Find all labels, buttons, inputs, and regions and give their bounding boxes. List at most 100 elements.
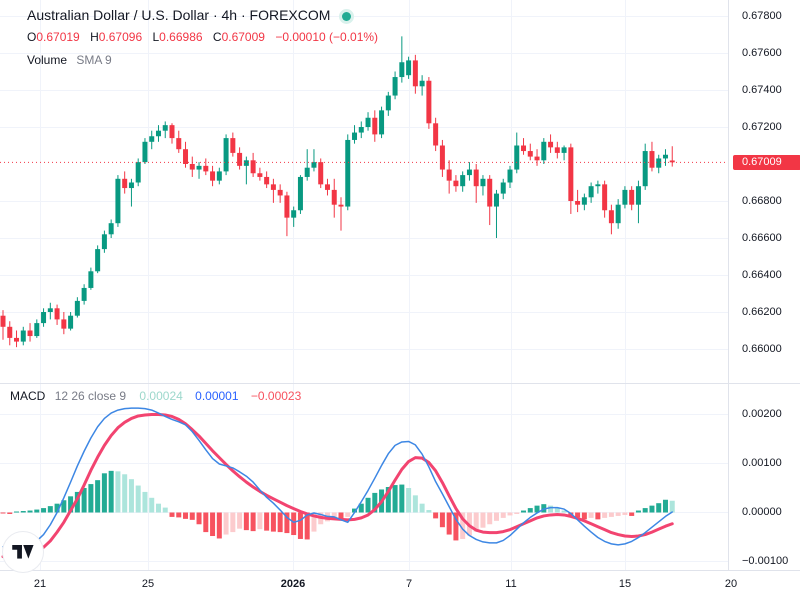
- macd-histogram-bar: [54, 503, 60, 513]
- time-axis-label: 11: [505, 578, 517, 590]
- price-axis[interactable]: 0.67009 0.67800 0.67600 0.67400 0.67200 0.66…: [728, 0, 800, 570]
- candle-body: [453, 180, 459, 187]
- macd-histogram-bar: [230, 512, 236, 533]
- macd-histogram-bar: [176, 512, 182, 518]
- macd-histogram-bar: [108, 470, 114, 513]
- candle-body: [615, 204, 621, 224]
- candle-body: [68, 315, 74, 329]
- macd-histogram-bar: [493, 512, 499, 521]
- candle-body: [541, 141, 547, 161]
- macd-histogram-bar: [473, 512, 479, 532]
- macd-histogram-bar: [500, 512, 506, 518]
- macd-histogram-bar: [122, 474, 128, 513]
- time-axis-label: 21: [33, 578, 47, 590]
- candle-body: [480, 178, 486, 187]
- candle-body: [176, 138, 182, 150]
- macd-histogram-bar: [95, 480, 101, 513]
- macd-histogram-bar: [642, 508, 648, 513]
- candle-body: [656, 158, 662, 168]
- candle-body: [61, 319, 67, 329]
- axis-label: 0.66800: [742, 195, 782, 207]
- axis-label: 0.66600: [742, 232, 782, 244]
- macd-line-value: 0.00001: [195, 389, 239, 403]
- candle-body: [500, 182, 506, 194]
- candle-body: [514, 145, 520, 170]
- macd-histogram-bar: [14, 511, 20, 513]
- candle-body: [629, 189, 635, 205]
- macd-line: [2, 407, 673, 548]
- macd-histogram-bar: [622, 512, 628, 515]
- candle-body: [243, 160, 249, 166]
- macd-histogram-bar: [169, 512, 175, 517]
- macd-histogram-bar: [372, 492, 378, 513]
- candle-body: [47, 308, 53, 312]
- macd-histogram-bar: [162, 507, 168, 513]
- candle-body: [128, 182, 134, 189]
- candle-body: [406, 60, 412, 76]
- candle-body: [358, 127, 364, 133]
- candle-body: [142, 141, 148, 163]
- macd-hist-value: 0.00024: [139, 389, 183, 403]
- candle-body: [318, 162, 324, 185]
- symbol-title[interactable]: Australian Dollar / U.S. Dollar · 4h · F…: [27, 7, 352, 23]
- time-axis-label: 7: [405, 578, 413, 590]
- macd-histogram-bar: [453, 512, 459, 541]
- candle-body: [311, 162, 317, 168]
- candle-body: [392, 77, 398, 96]
- macd-histogram-bar: [297, 512, 303, 539]
- axis-label: 0.67400: [742, 84, 782, 96]
- candle-body: [379, 110, 385, 135]
- macd-histogram-bar: [575, 512, 581, 518]
- tradingview-logo[interactable]: [2, 531, 44, 573]
- macd-histogram-bar: [412, 495, 418, 513]
- macd-histogram-bar: [527, 508, 533, 513]
- macd-histogram: [0, 470, 675, 541]
- macd-histogram-bar: [270, 512, 276, 532]
- candle-body: [324, 184, 330, 190]
- macd-histogram-bar: [135, 485, 141, 513]
- candle-body: [108, 223, 114, 235]
- time-axis[interactable]: 21 25 2026 7 11 15 20: [0, 570, 800, 600]
- candle-body: [385, 95, 391, 111]
- axis-label: 0.00000: [742, 506, 782, 518]
- macd-histogram-bar: [81, 488, 87, 513]
- candle-body: [203, 165, 209, 172]
- close-value: 0.67009: [221, 30, 265, 44]
- candle-body: [521, 145, 527, 152]
- candle-body: [230, 138, 236, 153]
- macd-histogram-bar: [426, 510, 432, 513]
- macd-histogram-bar: [311, 512, 317, 532]
- candle-body: [216, 171, 222, 181]
- macd-legend[interactable]: MACD 12 26 close 9 0.00024 0.00001 −0.00…: [10, 389, 301, 403]
- candle-body: [237, 152, 243, 166]
- macd-label: MACD: [10, 389, 46, 403]
- candle-body: [527, 151, 533, 157]
- candle-body: [284, 195, 290, 218]
- macd-histogram-bar: [534, 505, 540, 513]
- low-value: 0.66986: [159, 30, 203, 44]
- candle-body: [493, 193, 499, 207]
- candle-body: [446, 169, 452, 181]
- macd-histogram-bar: [142, 491, 148, 513]
- volume-legend[interactable]: Volume SMA 9: [27, 53, 112, 67]
- candle-body: [304, 167, 310, 177]
- macd-histogram-bar: [507, 512, 513, 516]
- candle-body: [622, 189, 628, 205]
- candle-body: [162, 125, 168, 131]
- candle-body: [345, 139, 351, 207]
- macd-histogram-bar: [352, 508, 358, 513]
- market-status-icon: [342, 11, 352, 21]
- axis-label: 0.66000: [742, 343, 782, 355]
- candle-body: [135, 162, 141, 183]
- high-value: 0.67096: [98, 30, 143, 44]
- macd-histogram-bar: [264, 512, 270, 531]
- macd-histogram-bar: [155, 503, 161, 513]
- macd-histogram-bar: [128, 479, 134, 513]
- volume-label: Volume: [27, 53, 68, 67]
- candle-body: [101, 234, 107, 250]
- candle-body: [575, 201, 581, 205]
- macd-histogram-bar: [514, 512, 520, 514]
- candle-body: [365, 117, 371, 127]
